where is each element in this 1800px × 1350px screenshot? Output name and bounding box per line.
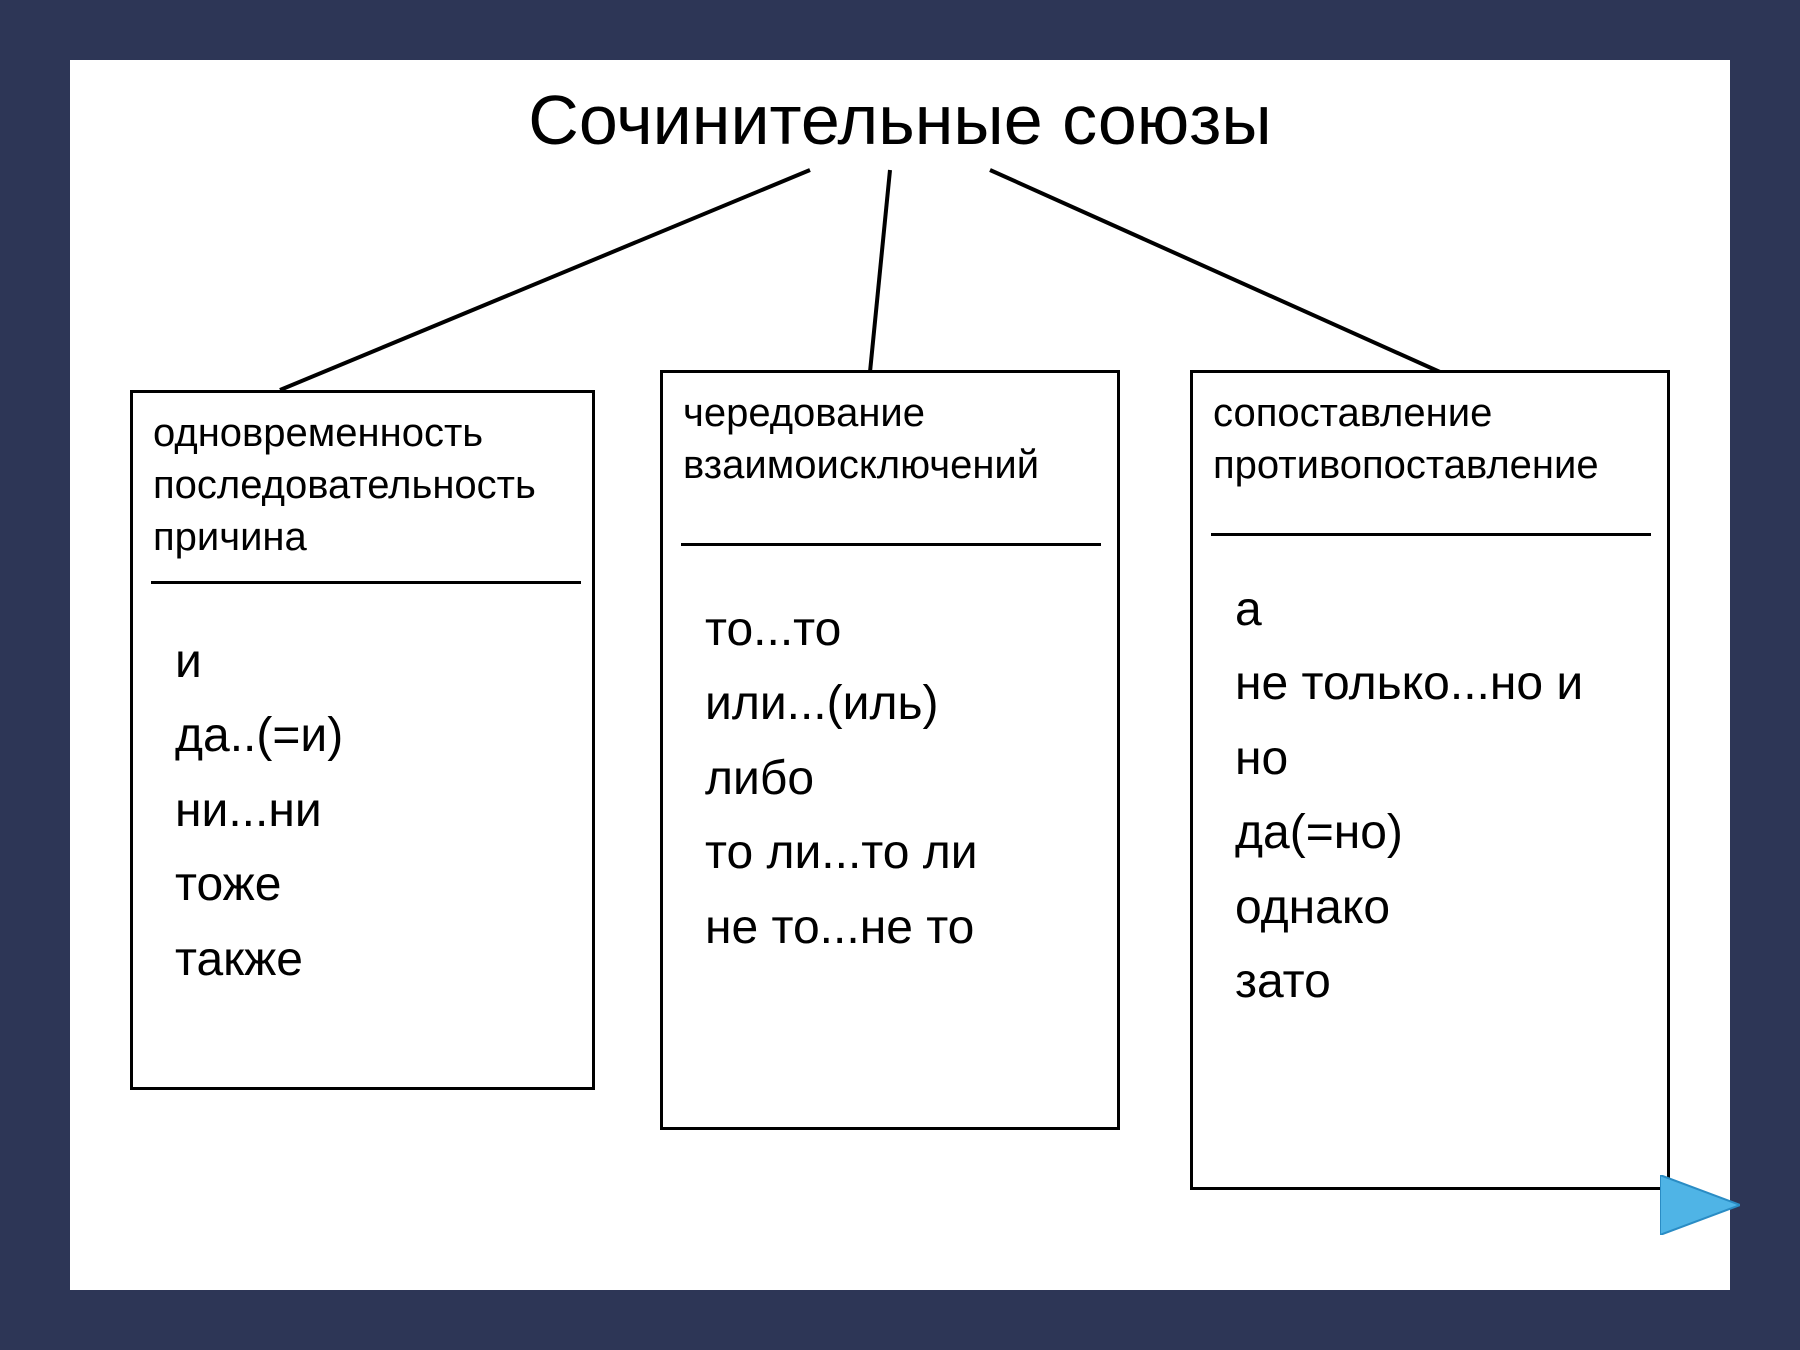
list-item: не то...не то <box>705 891 978 965</box>
list-item: зато <box>1235 945 1583 1019</box>
diagram-title: Сочинительные союзы <box>70 80 1730 160</box>
category-box-3: сопоставление противопоставление а не то… <box>1190 370 1670 1190</box>
list-item: то ли...то ли <box>705 816 978 890</box>
connector-1 <box>280 170 810 390</box>
list-item: либо <box>705 742 978 816</box>
list-item: однако <box>1235 871 1583 945</box>
connector-3 <box>990 170 1440 372</box>
divider <box>151 581 581 584</box>
list-item: а <box>1235 573 1583 647</box>
category-box-2: чередование взаимоисключений то...то или… <box>660 370 1120 1130</box>
connector-2 <box>870 170 890 372</box>
list-item: то...то <box>705 593 978 667</box>
header-line: причина <box>153 511 572 563</box>
header-line: последовательность <box>153 459 572 511</box>
category-header-2: чередование взаимоисключений <box>683 387 1097 503</box>
category-items-2: то...то или...(иль) либо то ли...то ли н… <box>683 593 978 965</box>
list-item: тоже <box>175 848 343 922</box>
header-line: противопоставление <box>1213 439 1647 491</box>
category-box-1: одновременность последовательность причи… <box>130 390 595 1090</box>
list-item: да(=но) <box>1235 796 1583 870</box>
list-item: и <box>175 625 343 699</box>
list-item: да..(=и) <box>175 699 343 773</box>
list-item: не только...но и <box>1235 647 1583 721</box>
slide: Сочинительные союзы одновременность посл… <box>70 60 1730 1290</box>
category-items-1: и да..(=и) ни...ни тоже также <box>153 625 343 997</box>
play-icon[interactable] <box>1660 1175 1740 1235</box>
list-item: или...(иль) <box>705 667 978 741</box>
header-line: взаимоисключений <box>683 439 1097 491</box>
header-line: чередование <box>683 387 1097 439</box>
category-items-3: а не только...но и но да(=но) однако зат… <box>1213 573 1583 1019</box>
header-line: одновременность <box>153 407 572 459</box>
play-triangle <box>1660 1175 1740 1235</box>
category-header-3: сопоставление противопоставление <box>1213 387 1647 503</box>
list-item: также <box>175 923 343 997</box>
category-header-1: одновременность последовательность причи… <box>153 407 572 575</box>
divider <box>1211 533 1651 536</box>
list-item: ни...ни <box>175 774 343 848</box>
header-line: сопоставление <box>1213 387 1647 439</box>
list-item: но <box>1235 722 1583 796</box>
divider <box>681 543 1101 546</box>
